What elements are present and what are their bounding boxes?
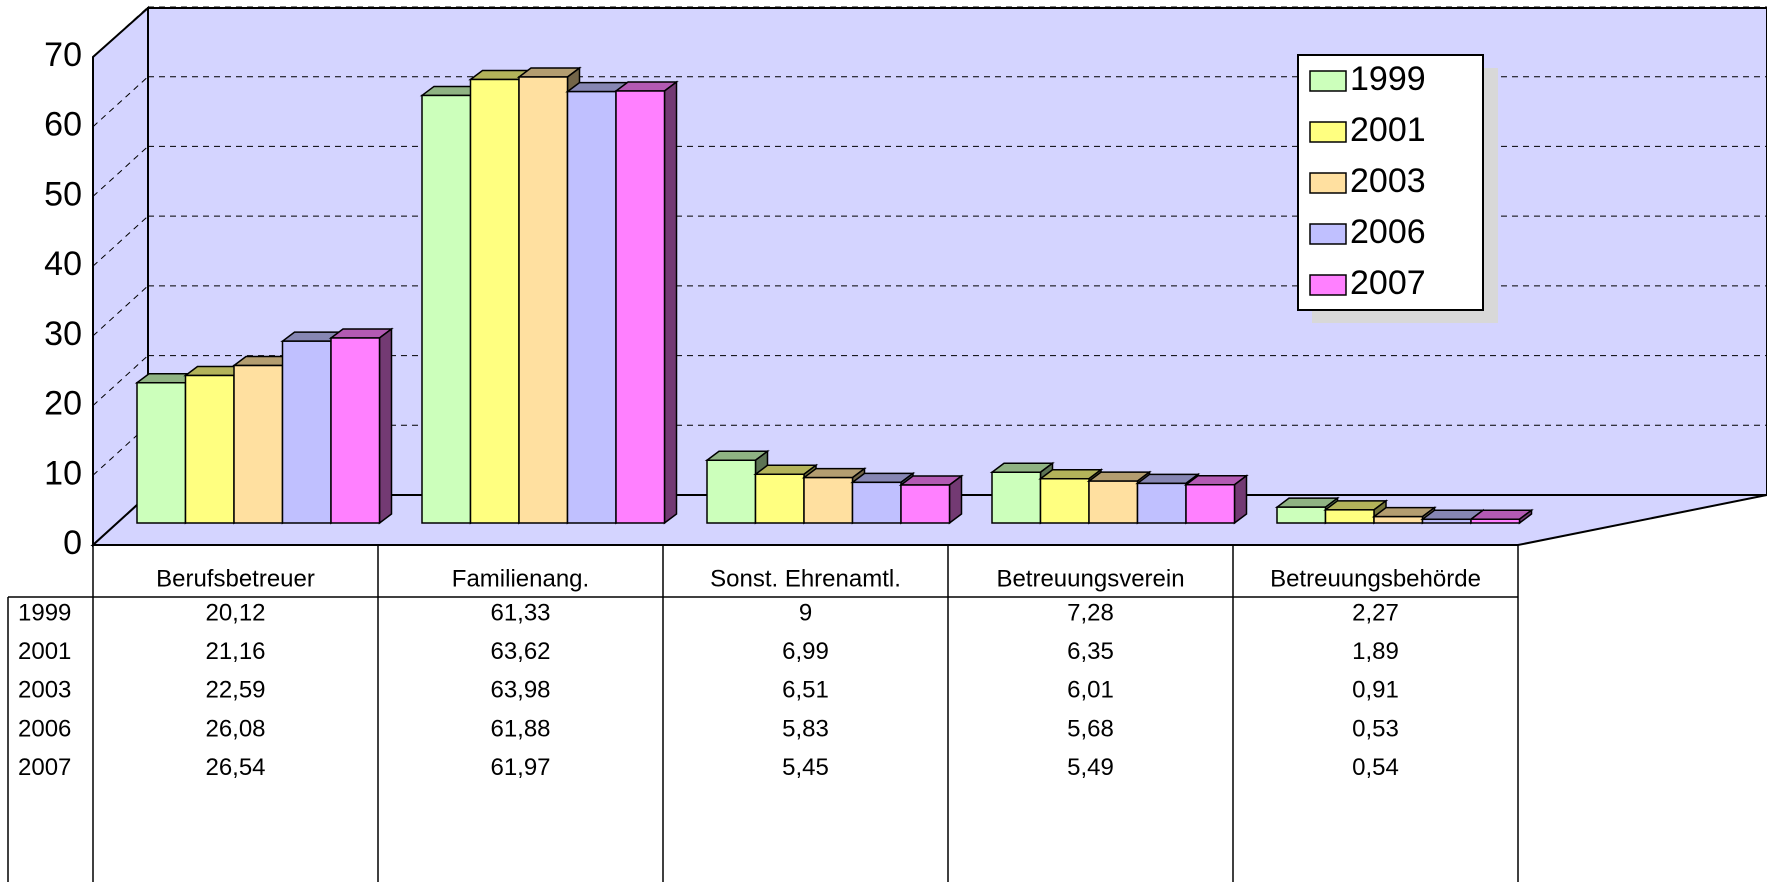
table-cell: 6,35 (1067, 638, 1114, 665)
y-tick-label: 30 (44, 315, 82, 353)
bar (991, 471, 1042, 524)
legend-swatch (1309, 121, 1347, 143)
bar (706, 459, 757, 524)
table-cell: 6,99 (782, 638, 829, 665)
category-label: Sonst. Ehrenamtl. (710, 565, 901, 592)
table-cell: 61,97 (490, 754, 550, 781)
grid-line (92, 355, 149, 406)
table-cell: 21,16 (205, 638, 265, 665)
table-cell: 5,49 (1067, 754, 1114, 781)
table-cell: 63,98 (490, 677, 550, 704)
bar (1136, 482, 1187, 524)
y-tick-label: 60 (44, 106, 82, 144)
bar-side (663, 80, 678, 525)
bar (1039, 477, 1090, 524)
table-cell: 5,83 (782, 715, 829, 742)
bar-side (1233, 474, 1248, 525)
y-tick-label: 40 (44, 245, 82, 283)
row-label: 1999 (18, 599, 71, 626)
table-cell: 63,62 (490, 638, 550, 665)
bar (900, 484, 951, 524)
legend: 1999 2001 2003 2006 2007 (1297, 54, 1498, 323)
table-cell: 20,12 (205, 599, 265, 626)
table-cell: 0,54 (1352, 754, 1399, 781)
grid (92, 6, 1767, 476)
bar (281, 340, 332, 524)
grid-line (92, 215, 149, 267)
grid-line (92, 285, 149, 337)
bar (754, 473, 805, 524)
legend-label: 1999 (1350, 60, 1426, 98)
category-label: Familienang. (452, 565, 589, 592)
bar (136, 381, 187, 524)
bar-side (948, 474, 963, 525)
table-cell: 5,68 (1067, 715, 1114, 742)
y-tick-label: 20 (44, 385, 82, 423)
table-cell: 5,45 (782, 754, 829, 781)
bar (1088, 480, 1139, 524)
row-label: 2001 (18, 638, 71, 665)
legend-swatch (1309, 223, 1347, 245)
bar (566, 90, 617, 524)
category-label: Berufsbetreuer (156, 565, 315, 592)
grid-line (92, 76, 149, 128)
bar (851, 481, 902, 524)
table-cell: 0,91 (1352, 677, 1399, 704)
legend-swatch (1309, 274, 1347, 296)
bar (1470, 518, 1521, 524)
table-cell: 2,27 (1352, 599, 1399, 626)
table-cell: 6,51 (782, 677, 829, 704)
legend-label: 2007 (1350, 264, 1426, 302)
y-tick-label: 70 (44, 36, 82, 74)
bar (1421, 518, 1472, 524)
y-tick-label: 50 (44, 175, 82, 213)
legend-label: 2006 (1350, 213, 1426, 251)
bar (330, 337, 381, 524)
bar (1185, 483, 1236, 524)
grid-line (92, 146, 149, 197)
bar (1373, 515, 1424, 524)
bar-side (378, 327, 393, 525)
bar (803, 476, 854, 524)
bar (1324, 509, 1375, 524)
row-label: 2007 (18, 754, 71, 781)
bar (184, 374, 235, 524)
table-cell: 61,33 (490, 599, 550, 626)
table-cell: 22,59 (205, 677, 265, 704)
row-label: 2006 (18, 715, 71, 742)
category-label: Betreuungsbehörde (1270, 565, 1481, 592)
row-label: 2003 (18, 677, 71, 704)
bar (615, 90, 666, 524)
category-label: Betreuungsverein (996, 565, 1184, 592)
bar (469, 78, 520, 524)
grid-line (92, 424, 149, 476)
table-cell: 6,01 (1067, 677, 1114, 704)
table-cell: 26,08 (205, 715, 265, 742)
table-cell: 61,88 (490, 715, 550, 742)
table-cell: 26,54 (205, 754, 265, 781)
data-table: Berufsbetreuer 20,12 21,16 22,59 26,08 26,54 F… (7, 545, 1519, 882)
bars (134, 66, 1534, 525)
legend-label: 2003 (1350, 162, 1426, 200)
grid-line (92, 6, 149, 58)
bar (1276, 506, 1327, 524)
table-cell: 1,89 (1352, 638, 1399, 665)
bar (233, 364, 284, 524)
table-cell: 0,53 (1352, 715, 1399, 742)
y-tick-label: 0 (63, 524, 82, 562)
bar (421, 94, 472, 524)
bar (518, 76, 569, 524)
legend-swatch (1309, 172, 1347, 194)
legend-label: 2001 (1350, 111, 1426, 149)
legend-swatch (1309, 70, 1347, 92)
y-tick-label: 10 (44, 454, 82, 492)
table-cell: 7,28 (1067, 599, 1114, 626)
table-cell: 9 (799, 599, 812, 626)
